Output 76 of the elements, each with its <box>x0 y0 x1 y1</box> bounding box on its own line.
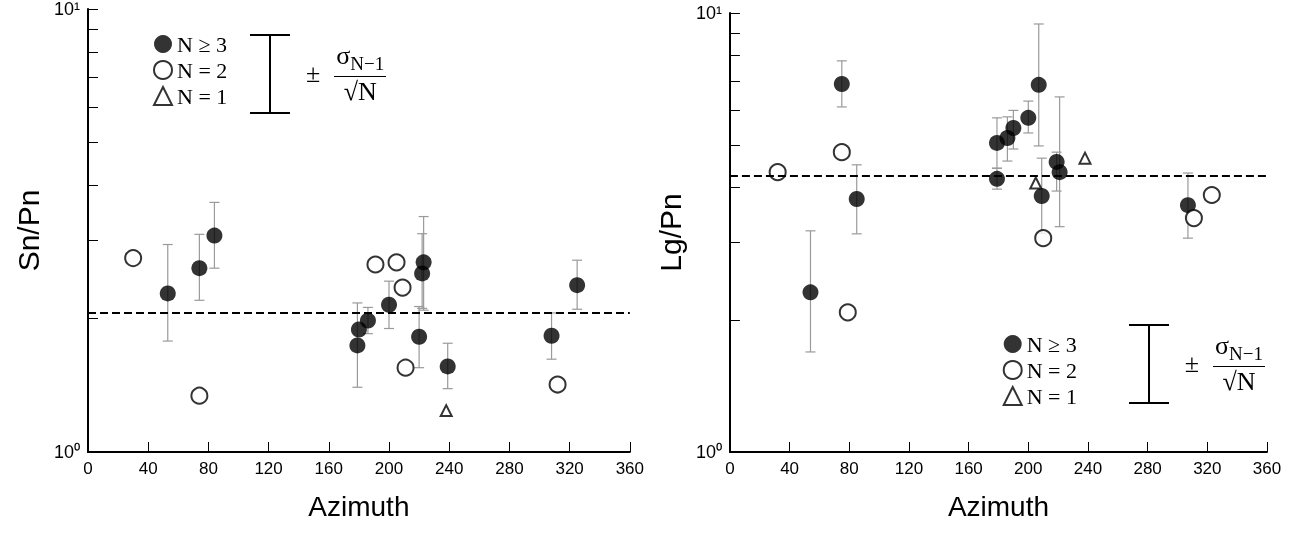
point <box>802 284 819 301</box>
point <box>439 404 453 418</box>
y-tick-label: 10⁰ <box>695 442 722 462</box>
point <box>1020 109 1037 126</box>
point <box>359 312 376 329</box>
point <box>366 255 385 274</box>
x-tick-label: 40 <box>138 459 158 478</box>
point <box>439 358 456 375</box>
annotation: ± <box>1184 349 1200 379</box>
point <box>159 285 176 302</box>
x-axis-title: Azimuth <box>947 490 1050 522</box>
annotation: √N <box>343 76 377 107</box>
annotation: ± <box>306 59 321 89</box>
annotation: √N <box>1222 366 1256 397</box>
legend-label: N = 1 <box>177 83 228 109</box>
point <box>191 260 208 277</box>
x-tick-label: 280 <box>1133 459 1162 478</box>
point <box>1033 187 1050 204</box>
point <box>387 253 406 272</box>
point <box>768 163 787 182</box>
point <box>206 227 223 244</box>
y-tick-label: 10¹ <box>695 3 722 23</box>
point <box>190 386 209 405</box>
point <box>1030 76 1047 93</box>
point <box>411 328 428 345</box>
x-tick-label: 160 <box>954 459 983 478</box>
y-axis-title: Sn/Pn <box>11 189 45 272</box>
point <box>1179 197 1196 214</box>
point <box>124 249 143 268</box>
x-tick-label: 360 <box>1252 459 1282 478</box>
x-tick-label: 120 <box>894 459 924 478</box>
x-tick-label: 200 <box>1014 459 1043 478</box>
point <box>833 76 850 93</box>
point <box>1078 151 1092 165</box>
point <box>1202 185 1221 204</box>
point <box>1034 229 1053 248</box>
x-tick-label: 360 <box>615 459 645 478</box>
legend-label: N = 2 <box>1026 357 1077 383</box>
y-axis-title: Lg/Pn <box>653 193 687 272</box>
point <box>349 337 366 354</box>
y-tick-label: 10⁰ <box>53 442 80 462</box>
point <box>396 358 415 377</box>
point <box>838 303 857 322</box>
legend-label: N ≥ 3 <box>1026 331 1077 357</box>
x-tick-label: 120 <box>254 459 283 478</box>
x-tick-label: 0 <box>725 459 735 478</box>
x-tick-label: 240 <box>435 459 464 478</box>
point <box>1029 176 1043 190</box>
x-axis-title: Azimuth <box>308 490 410 522</box>
x-tick-label: 320 <box>555 459 584 478</box>
x-tick-label: 160 <box>314 459 343 478</box>
point <box>569 277 586 294</box>
x-tick-label: 40 <box>780 459 800 478</box>
y-tick-label: 10¹ <box>53 0 81 19</box>
annotation: σ$_{N−1}$ <box>334 41 387 77</box>
point <box>381 296 398 313</box>
point <box>832 143 851 162</box>
legend-label: N = 1 <box>1026 383 1077 409</box>
legend-label: N = 2 <box>177 57 228 83</box>
point <box>1184 209 1203 228</box>
point <box>415 254 432 271</box>
x-tick-label: 240 <box>1073 459 1103 478</box>
point <box>393 278 412 297</box>
x-tick-label: 0 <box>83 459 93 478</box>
point <box>1005 120 1022 137</box>
point <box>548 375 567 394</box>
legend-label: N ≥ 3 <box>177 31 227 57</box>
x-tick-label: 320 <box>1193 459 1222 478</box>
x-tick-label: 80 <box>839 459 859 478</box>
point <box>848 190 865 207</box>
x-tick-label: 280 <box>495 459 524 478</box>
point <box>543 327 560 344</box>
x-tick-label: 80 <box>198 459 218 478</box>
x-tick-label: 200 <box>374 459 404 478</box>
point <box>1051 164 1068 181</box>
annotation: σ$_{N−1}$ <box>1213 331 1265 367</box>
